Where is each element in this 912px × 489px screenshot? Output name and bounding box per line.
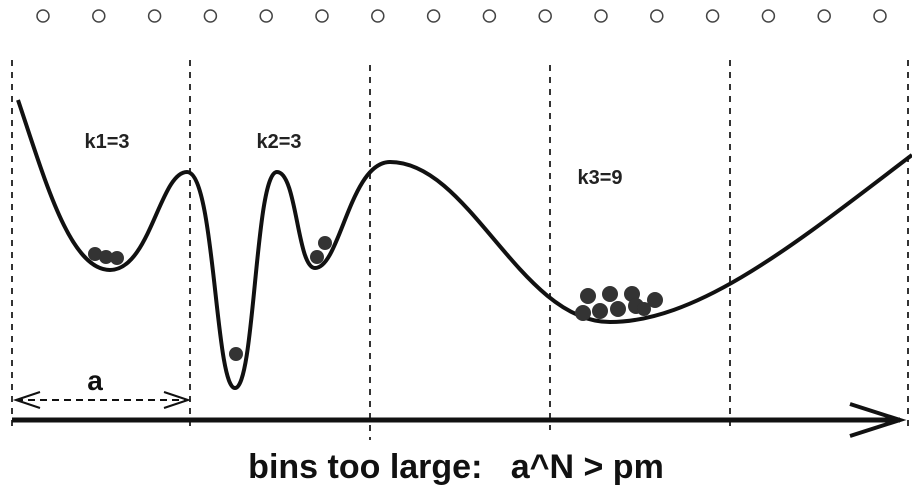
particle xyxy=(318,236,332,250)
dot xyxy=(259,9,273,23)
energy-curve xyxy=(16,99,912,391)
particle xyxy=(610,301,626,317)
axis-arrow xyxy=(12,402,907,438)
particle xyxy=(647,292,663,308)
dot xyxy=(482,9,497,23)
dot xyxy=(147,9,162,23)
particle xyxy=(110,251,124,265)
dot xyxy=(761,9,776,23)
dot xyxy=(594,9,608,23)
top-dots xyxy=(36,9,887,23)
particles xyxy=(88,236,663,361)
dot xyxy=(538,9,552,23)
dot xyxy=(873,9,887,23)
dot xyxy=(426,9,441,23)
bin-label: k1=3 xyxy=(84,131,129,153)
dot xyxy=(315,9,329,23)
particle xyxy=(229,347,243,361)
bin-label: k2=3 xyxy=(256,131,301,153)
dot xyxy=(650,9,664,23)
particle xyxy=(99,250,113,264)
caption: bins too large: a^N > pm xyxy=(248,448,664,486)
width-arrow xyxy=(12,391,192,409)
dot xyxy=(36,9,50,23)
dot xyxy=(705,9,720,23)
bin-label: k3=9 xyxy=(577,167,622,189)
particle xyxy=(88,247,102,261)
particle xyxy=(580,288,596,304)
dot xyxy=(203,9,218,23)
dot xyxy=(371,9,385,23)
particle xyxy=(310,250,324,264)
width-label: a xyxy=(87,365,103,396)
particle xyxy=(592,303,608,319)
dot xyxy=(92,9,106,23)
dot xyxy=(817,9,831,23)
particle xyxy=(575,305,591,321)
particle xyxy=(602,286,618,302)
particle xyxy=(637,302,651,316)
bin-dividers xyxy=(11,60,909,440)
